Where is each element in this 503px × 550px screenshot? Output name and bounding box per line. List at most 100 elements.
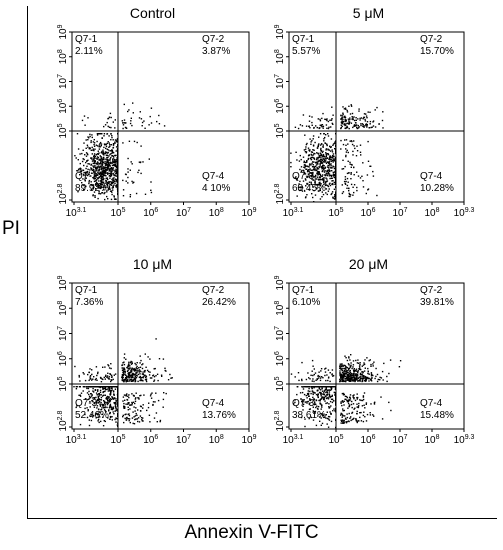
event-dot — [156, 373, 159, 375]
event-dot — [135, 364, 137, 366]
event-dot — [97, 174, 99, 176]
event-dot — [363, 363, 366, 365]
event-dot — [361, 399, 364, 402]
event-dot — [97, 396, 100, 399]
event-dot — [89, 376, 91, 378]
event-dot — [113, 386, 115, 388]
event-dot — [318, 391, 321, 394]
event-dot — [356, 370, 358, 372]
event-dot — [121, 376, 123, 378]
event-dot — [96, 412, 98, 415]
event-dot — [86, 416, 89, 419]
event-dot — [121, 120, 123, 122]
event-dot — [361, 405, 364, 407]
event-dot — [320, 147, 322, 150]
event-dot — [353, 184, 356, 186]
event-dot — [111, 135, 113, 137]
event-dot — [109, 150, 111, 152]
event-dot — [322, 178, 324, 180]
event-dot — [82, 158, 84, 160]
event-dot — [368, 359, 370, 362]
event-dot — [312, 391, 315, 393]
y-tick-label: 105 — [57, 376, 69, 391]
event-dot — [93, 402, 96, 405]
event-dot — [103, 407, 105, 409]
event-dot — [316, 161, 318, 163]
event-dot — [355, 124, 358, 126]
event-dot — [327, 418, 330, 420]
event-dot — [296, 159, 298, 161]
event-dot — [358, 402, 360, 405]
event-dot — [370, 372, 373, 374]
event-dot — [150, 393, 152, 395]
event-dot — [326, 184, 328, 186]
event-dot — [128, 413, 130, 415]
event-dot — [134, 378, 136, 380]
event-dot — [306, 142, 308, 145]
event-dot — [155, 412, 158, 414]
event-dot — [99, 146, 101, 148]
event-dot — [108, 168, 110, 170]
event-dot — [375, 375, 377, 378]
event-dot — [307, 392, 310, 395]
event-dot — [107, 390, 109, 392]
event-dot — [91, 169, 93, 172]
event-dot — [304, 401, 306, 403]
event-dot — [381, 370, 384, 373]
quadrant-percent: 39.81% — [420, 297, 454, 308]
quadrant-name: Q7-2 — [202, 34, 225, 45]
event-dot — [114, 198, 116, 200]
event-dot — [115, 178, 117, 180]
event-dot — [351, 400, 353, 403]
event-dot — [97, 171, 99, 173]
event-dot — [309, 378, 311, 380]
event-dot — [150, 122, 153, 124]
event-dot — [374, 401, 376, 403]
event-dot — [310, 153, 312, 156]
event-dot — [126, 366, 128, 369]
event-dot — [318, 371, 320, 373]
event-dot — [318, 386, 320, 388]
event-dot — [100, 183, 103, 185]
event-dot — [127, 406, 129, 408]
event-dot — [346, 399, 348, 401]
event-dot — [96, 394, 98, 396]
event-dot — [303, 161, 305, 164]
event-dot — [343, 419, 345, 421]
event-dot — [88, 395, 91, 398]
event-dot — [89, 386, 91, 388]
event-dot — [360, 123, 362, 125]
event-dot — [91, 369, 93, 371]
event-dot — [140, 359, 142, 362]
event-dot — [290, 373, 293, 375]
event-dot — [308, 115, 311, 117]
event-dot — [98, 146, 100, 148]
event-dot — [122, 124, 125, 126]
event-dot — [133, 374, 135, 376]
event-dot — [324, 142, 327, 145]
event-dot — [101, 163, 104, 166]
event-dot — [123, 402, 125, 405]
event-dot — [332, 144, 334, 146]
event-dot — [303, 160, 305, 162]
event-dot — [333, 142, 336, 144]
event-dot — [350, 163, 353, 166]
x-tick-label: 109 — [241, 434, 256, 446]
event-dot — [359, 144, 362, 146]
event-dot — [109, 415, 112, 418]
event-dot — [327, 133, 329, 135]
event-dot — [79, 153, 81, 155]
event-dot — [122, 376, 124, 378]
event-dot — [344, 116, 347, 119]
event-dot — [371, 377, 373, 379]
event-dot — [96, 179, 98, 181]
event-dot — [367, 111, 369, 113]
event-dot — [135, 368, 137, 370]
event-dot — [354, 124, 356, 126]
event-dot — [346, 376, 348, 378]
event-dot — [107, 162, 109, 164]
event-dot — [356, 373, 359, 376]
event-dot — [312, 175, 314, 177]
event-dot — [121, 364, 123, 367]
event-dot — [331, 398, 334, 400]
